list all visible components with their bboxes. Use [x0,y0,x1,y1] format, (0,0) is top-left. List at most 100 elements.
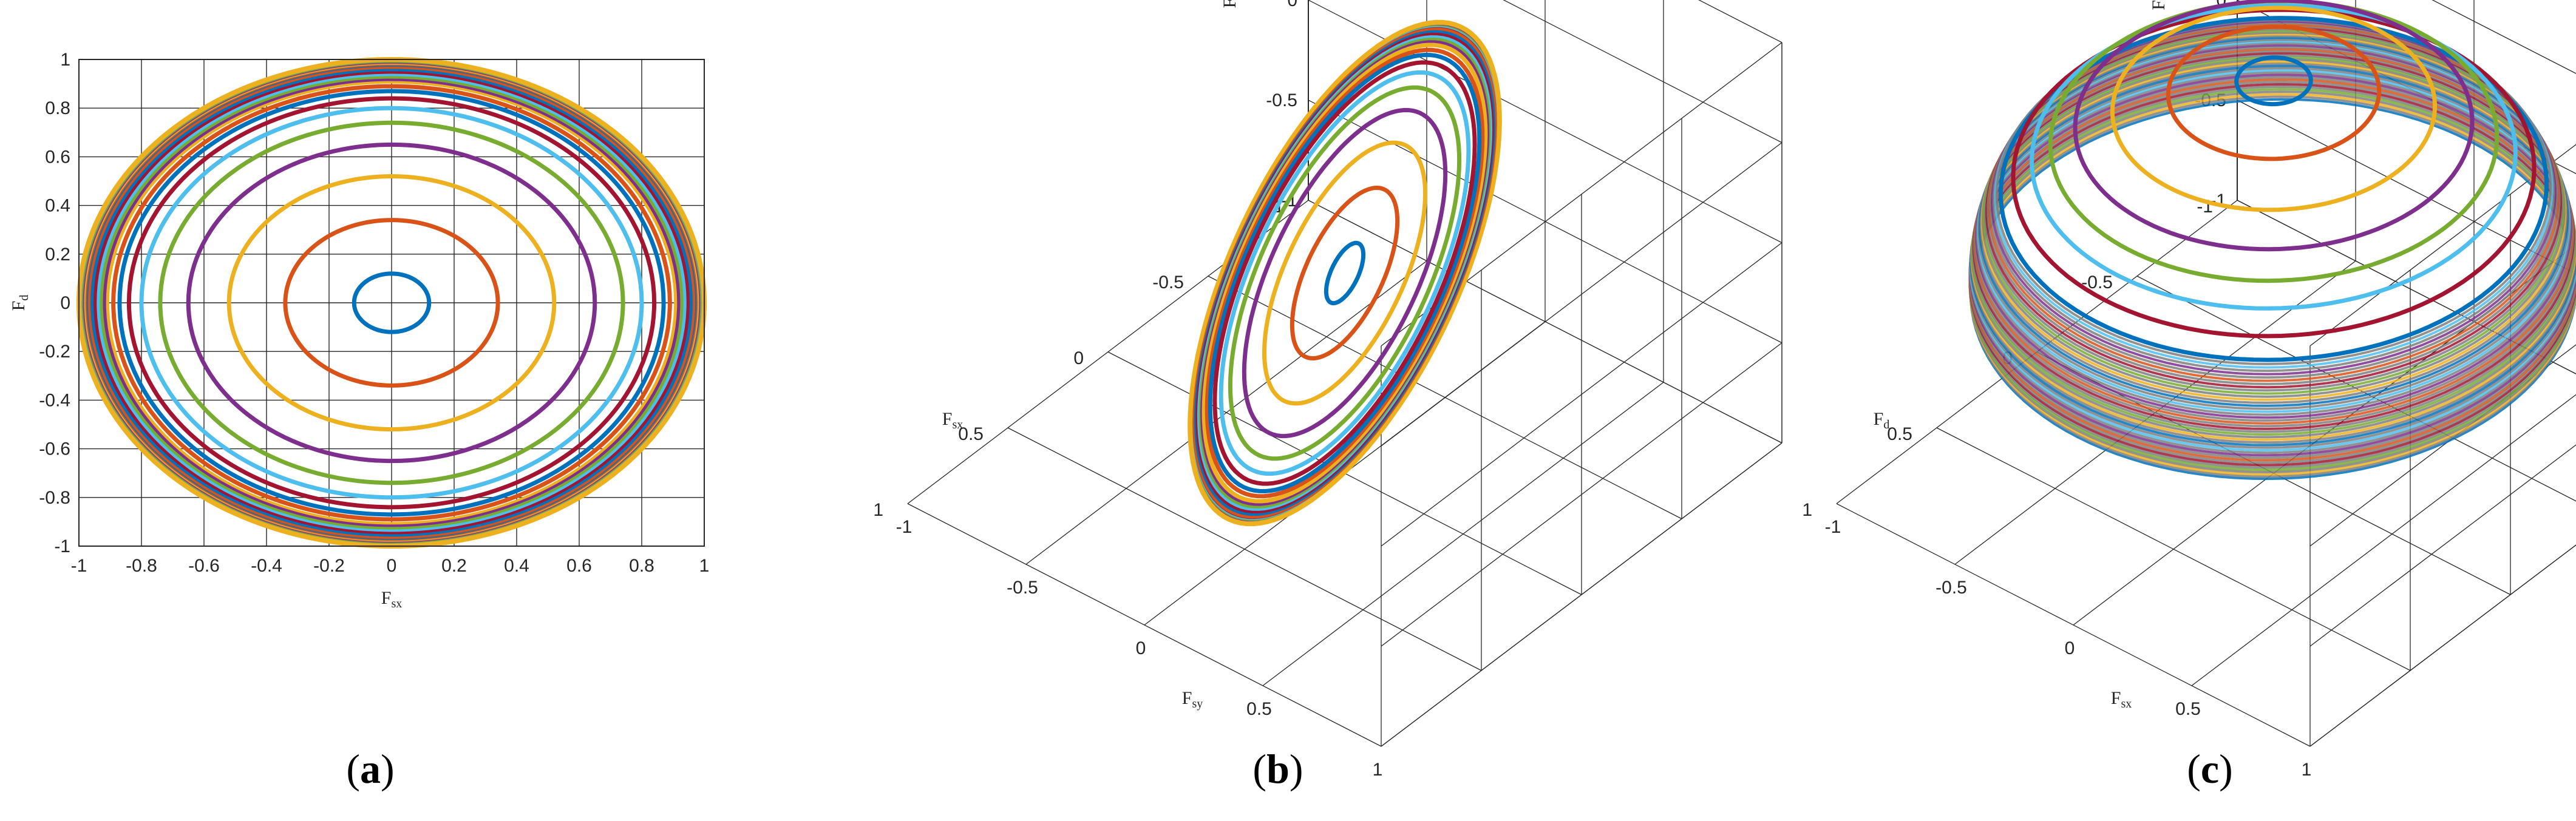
floor-gridline [907,503,1382,747]
caption-b: (b) [1252,746,1303,792]
series-ring [1205,47,1485,499]
series-ring [2030,3,2518,311]
series-ring [186,142,597,464]
z-axis-label: Fsz [2149,0,2171,10]
series-ring [1212,60,1477,486]
y-axis-label: Fsy [1182,688,1203,711]
series-ring [1290,185,1400,361]
series-ring [111,84,672,522]
series-ring [1228,85,1462,461]
x-tick-label: 1 [873,500,883,520]
series-ring [1242,107,1448,439]
series-ring [1218,70,1471,476]
y-tick-label: -0.8 [39,488,70,508]
series-ring [2234,55,2313,107]
y-tick-label: 0 [1136,638,1146,658]
x-tick-label: 1 [699,556,710,576]
wall-gridline [2432,0,2576,74]
series-ring [283,218,500,388]
series-ring [2048,0,2500,283]
x-axis-label: Fsx [2111,688,2132,711]
series-ring [1208,52,1482,494]
y-axis-label: Fd [1874,409,1890,431]
y-tick-label: 0.8 [45,98,70,118]
wall-gridline [1698,0,1782,43]
floor-gridline [2191,394,2576,686]
axes-box [78,59,705,547]
floor-gridline [1836,503,2311,747]
series-ring [101,76,682,529]
z-tick-label: 0 [1287,0,1297,10]
x-axis-label: Fsx [942,409,963,431]
z-tick-label: -0.5 [1266,90,1297,110]
x-tick-label: 0.6 [566,556,592,576]
series-ring [86,64,698,541]
x-tick-label: -0.5 [1152,272,1184,292]
y-tick-label: 0 [60,293,70,313]
series-ring [1198,38,1491,508]
y-tick-label: -0.5 [1007,578,1038,598]
series-ring-outer [1188,19,1502,527]
y-tick-label: 1 [60,50,70,70]
x-tick-label: 0.4 [504,556,529,576]
x-tick-label: -0.8 [126,556,157,576]
x-tick-label: 0 [1073,348,1084,368]
y-tick-label: -0.2 [39,342,70,362]
series-ring [2166,24,2382,161]
x-tick-label: -1 [71,556,87,576]
y-tick-label: 0.6 [45,147,70,167]
y-tick-label: 0.2 [45,245,70,265]
y-tick-label: 0.5 [1887,424,1912,444]
x-tick-label: -0.6 [188,556,220,576]
series-ring [2110,5,2438,212]
y-axis-label: Fd [8,295,31,311]
series-ring [2011,7,2537,339]
panel-b-chart: -1-0.500.51-1-0.500.51-1-0.500.51FsxFsyF… [873,0,1782,780]
series-ring [95,72,688,534]
series-ring [1201,42,1488,504]
y-tick-label: -1 [54,536,70,556]
series-ring [352,271,432,334]
caption-c: (c) [2187,746,2233,792]
x-tick-label: 0.5 [2175,699,2201,719]
y-tick-label: -0.6 [39,439,70,459]
wall-gridline [1381,242,1782,547]
z-axis-label: Fd [1220,0,1242,8]
panel-a-chart: -1 -0.8 -0.6 -0.4 -0.2 0 0.2 0.4 0.6 0.8 1 -1 -0.8 -0… [8,50,709,610]
series-ring [1262,140,1428,406]
series-ring [226,174,557,432]
series-ring [126,96,657,510]
y-tick-label: 0.5 [1246,699,1272,719]
series-ring [2073,0,2475,252]
y-tick-label: -1 [896,517,912,537]
series-ring [139,106,644,500]
series-ring [104,79,679,527]
panel-c-chart: -1-0.500.51-1-0.500.51-1-0.500.51FdFsxFs… [1802,0,2576,780]
series-ring [158,120,625,485]
x-tick-label: 0.8 [629,556,654,576]
x-tick-label: -1 [1825,517,1841,537]
y-tick-label: 1 [1373,760,1383,780]
y-tick-label: -0.4 [39,390,70,410]
x-tick-label: 0.2 [441,556,467,576]
series-ring [98,74,685,532]
x-tick-label: -0.5 [1935,578,1967,598]
x-tick-label: 0 [387,556,397,576]
x-tick-label: 1 [2302,760,2312,780]
x-tick-label: 0 [2065,638,2075,658]
x-axis-label: Fsx [381,588,402,610]
x-tick-label: -0.4 [251,556,282,576]
wall-gridline [2309,144,2576,346]
series-ring [92,69,691,536]
series-ring [89,67,694,539]
caption-a: (a) [346,746,394,792]
floor-gridline [1262,382,1664,686]
y-tick-label: 0.4 [45,196,70,216]
wall-gridline [2309,544,2576,747]
wall-gridline [1381,142,1782,447]
series-ring [117,89,666,517]
x-tick-label: 0.5 [958,424,984,444]
floor-gridline [2309,544,2576,747]
x-tick-label: -0.2 [313,556,345,576]
